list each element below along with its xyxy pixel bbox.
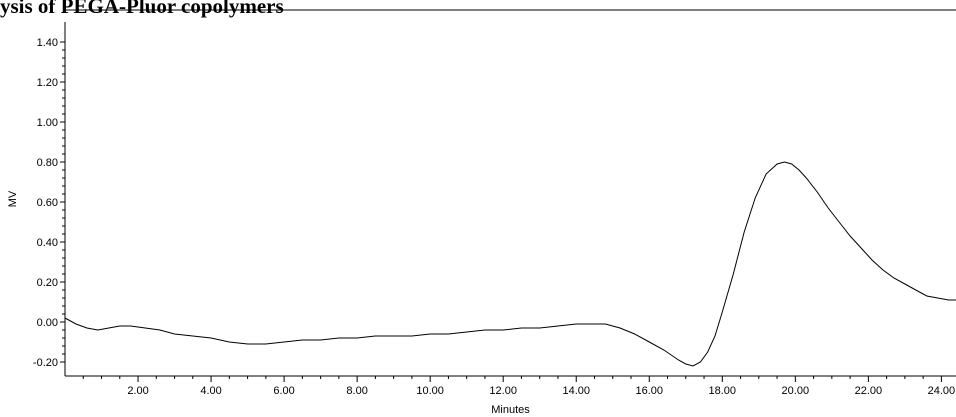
y-tick-label: 1.20	[37, 77, 58, 89]
x-tick-label: 14.00	[562, 385, 590, 397]
y-tick-label: 0.60	[37, 197, 58, 209]
chart-title: ysis of PEGA-Pluor copolymers	[0, 0, 284, 18]
x-tick-label: 4.00	[200, 385, 221, 397]
x-tick-label: 12.00	[489, 385, 517, 397]
y-tick-label: 0.40	[37, 237, 58, 249]
x-tick-label: 8.00	[346, 385, 367, 397]
y-tick-label: -0.20	[33, 357, 58, 369]
x-tick-label: 18.00	[709, 385, 737, 397]
x-tick-label: 2.00	[127, 385, 148, 397]
x-tick-label: 20.00	[782, 385, 810, 397]
x-axis-label: Minutes	[491, 404, 530, 416]
y-axis-label: MV	[7, 190, 19, 207]
x-tick-label: 6.00	[273, 385, 294, 397]
x-axis-ticks: 2.00 4.00 6.00 8.00 10.00 12.00 14.00 16.00 18.0…	[82, 376, 956, 397]
y-tick-label: 1.40	[37, 37, 58, 49]
y-axis-ticks: -0.20 0.00 0.20 0.40 0.60 0.80 1.00 1.20 1.40	[33, 37, 65, 369]
x-tick-label: 24.00	[928, 385, 956, 397]
y-tick-label: 0.00	[37, 317, 58, 329]
x-tick-label: 10.00	[416, 385, 444, 397]
x-tick-label: 16.00	[635, 385, 663, 397]
series-line	[64, 161, 956, 367]
y-tick-label: 0.80	[37, 157, 58, 169]
y-tick-label: 0.20	[37, 277, 58, 289]
y-tick-label: 1.00	[37, 117, 58, 129]
x-tick-label: 22.00	[855, 385, 883, 397]
